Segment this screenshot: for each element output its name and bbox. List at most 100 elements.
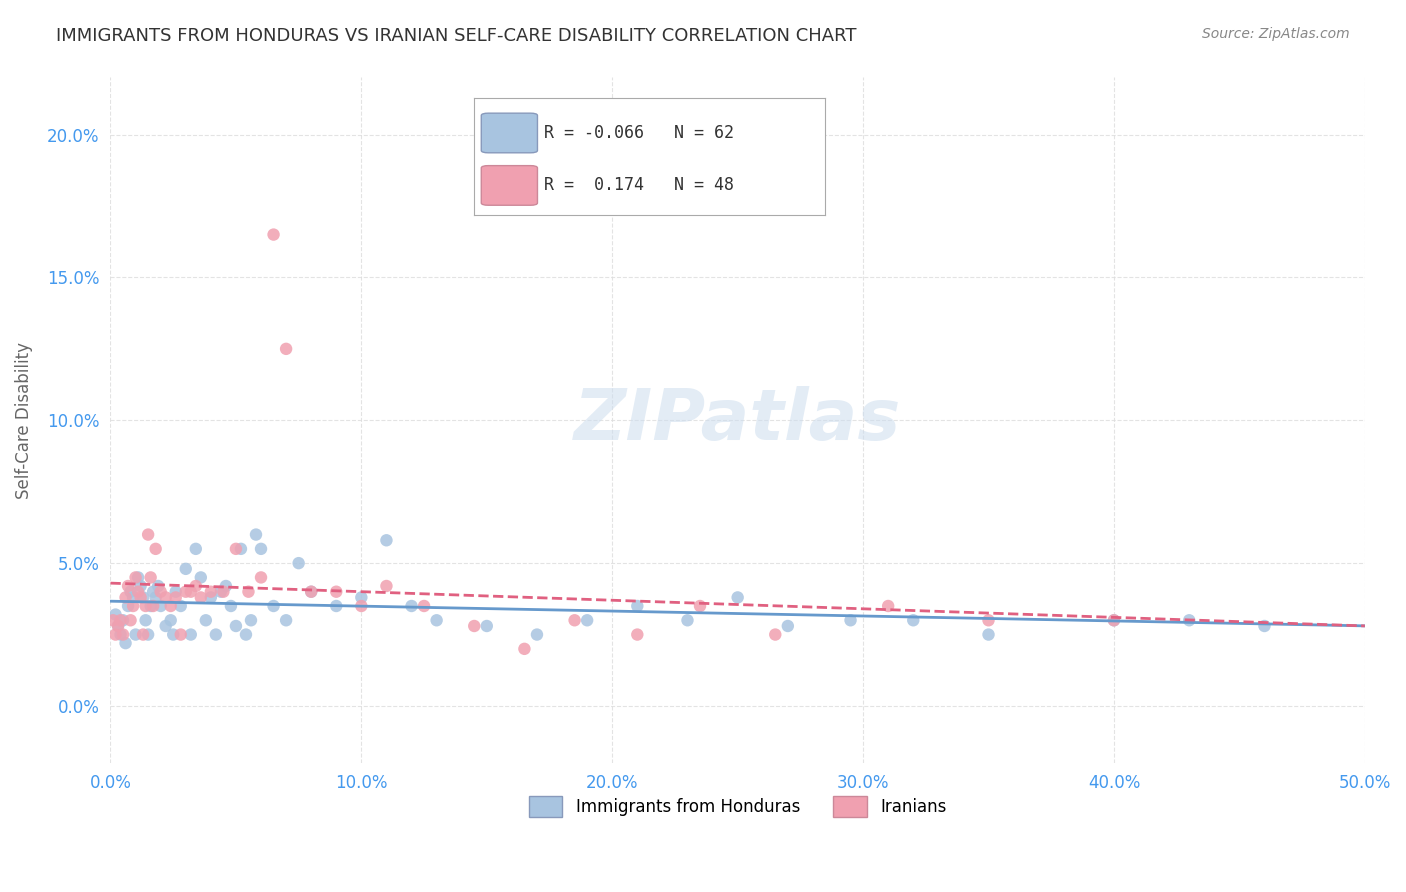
Point [122,599,145,613]
Point [110,627,132,641]
Point [576,613,599,627]
Point [120,584,142,599]
Point [190,591,212,605]
Point [205,627,228,641]
Point [513,641,536,656]
Point [626,627,648,641]
Point [475,619,498,633]
Point [112,627,135,641]
Point [139,599,162,613]
Point [877,599,900,613]
Point [250,541,273,556]
Point [325,599,347,613]
Point [127,584,149,599]
Point [413,599,436,613]
Point [200,584,222,599]
Point [129,579,152,593]
Point [122,591,145,605]
Point [212,584,235,599]
Point [245,527,267,541]
Legend: Immigrants from Honduras, Iranians: Immigrants from Honduras, Iranians [522,789,953,823]
Point [132,591,155,605]
Point [299,584,322,599]
Point [146,579,169,593]
Point [117,579,139,593]
Point [155,591,177,605]
Point [184,579,207,593]
Point [124,627,146,641]
Text: Source: ZipAtlas.com: Source: ZipAtlas.com [1202,27,1350,41]
Point [194,613,217,627]
Point [159,613,181,627]
Point [235,627,257,641]
Point [127,570,149,584]
Point [564,613,586,627]
Point [215,579,238,593]
Point [1102,613,1125,627]
Point [903,613,925,627]
Point [104,627,127,641]
Point [1178,613,1201,627]
Point [145,591,167,605]
Point [165,591,187,605]
Point [229,541,252,556]
Point [263,599,285,613]
Point [142,599,165,613]
Point [107,619,129,633]
Point [238,584,260,599]
Point [142,584,165,599]
Point [977,613,1000,627]
Point [375,533,398,548]
Text: ZIPatlas: ZIPatlas [574,385,901,455]
Point [136,627,159,641]
Point [174,584,197,599]
Point [112,613,135,627]
Point [274,342,297,356]
Point [162,627,184,641]
Point [184,541,207,556]
Point [180,627,202,641]
Point [839,613,862,627]
Point [135,599,157,613]
Point [676,613,699,627]
Point [287,556,309,570]
Point [136,527,159,541]
Point [350,591,373,605]
Point [104,607,127,622]
Point [114,636,136,650]
Point [170,627,193,641]
Y-axis label: Self-Care Disability: Self-Care Disability [15,342,32,499]
Point [110,613,132,627]
Point [114,591,136,605]
Point [135,613,157,627]
Point [174,562,197,576]
Point [124,570,146,584]
Point [120,613,142,627]
Point [977,627,1000,641]
Point [149,584,172,599]
Point [190,570,212,584]
Point [325,584,347,599]
Point [209,584,232,599]
Text: IMMIGRANTS FROM HONDURAS VS IRANIAN SELF-CARE DISABILITY CORRELATION CHART: IMMIGRANTS FROM HONDURAS VS IRANIAN SELF… [56,27,856,45]
Point [263,227,285,242]
Point [426,613,449,627]
Point [1102,613,1125,627]
Point [180,584,202,599]
Point [299,584,322,599]
Point [727,591,749,605]
Point [139,570,162,584]
Point [132,627,155,641]
Point [250,570,273,584]
Point [776,619,799,633]
Point [626,599,648,613]
Point [149,599,172,613]
Point [375,579,398,593]
Point [219,599,242,613]
Point [155,619,177,633]
Point [225,541,247,556]
Point [689,599,711,613]
Point [274,613,297,627]
Point [145,541,167,556]
Point [225,619,247,633]
